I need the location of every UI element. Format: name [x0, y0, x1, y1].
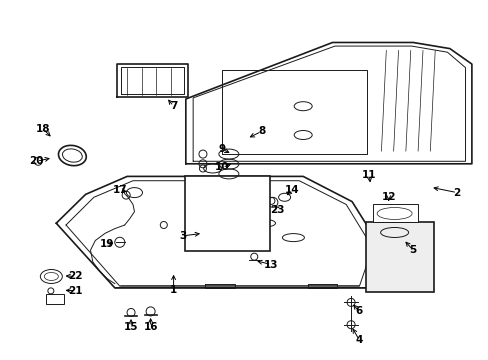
Text: 16: 16	[143, 322, 158, 332]
Text: 21: 21	[68, 286, 83, 296]
Text: 11: 11	[361, 170, 376, 180]
Text: 20: 20	[29, 156, 44, 166]
Text: 13: 13	[264, 260, 278, 270]
Bar	[46, 294, 64, 305]
Text: 10: 10	[215, 162, 229, 172]
Bar	[184, 176, 269, 251]
Text: 9: 9	[219, 144, 225, 154]
Text: 1: 1	[170, 285, 177, 295]
Text: 23: 23	[270, 204, 285, 215]
Text: 8: 8	[258, 126, 264, 136]
Text: 17: 17	[112, 185, 127, 195]
Text: 22: 22	[68, 271, 83, 282]
Text: 4: 4	[355, 335, 363, 345]
Text: 14: 14	[285, 185, 299, 195]
Text: 7: 7	[169, 101, 177, 111]
Text: 15: 15	[123, 322, 138, 332]
Text: 2: 2	[453, 188, 460, 198]
Text: 6: 6	[355, 306, 362, 316]
Bar	[365, 222, 433, 292]
Text: 3: 3	[180, 231, 186, 241]
Bar	[372, 204, 417, 222]
Text: 19: 19	[99, 239, 114, 249]
Text: 5: 5	[409, 245, 416, 255]
Text: 18: 18	[36, 124, 50, 134]
Text: 12: 12	[381, 192, 395, 202]
